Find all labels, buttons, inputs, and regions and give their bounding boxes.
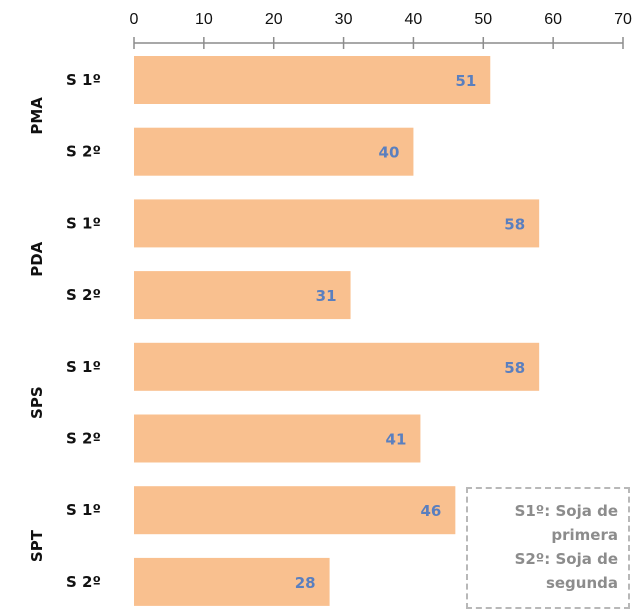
bar bbox=[134, 342, 540, 391]
category-label: S 2º bbox=[66, 573, 101, 591]
data-label: 40 bbox=[379, 144, 400, 162]
category-label: S 1º bbox=[66, 358, 101, 376]
legend-note-line1: S1º: Soja de primera bbox=[514, 502, 618, 544]
bar bbox=[134, 199, 540, 248]
x-tick-label: 10 bbox=[195, 11, 213, 28]
labels: S 1º 51 S 2º 40 PMA S 1º 58 S 2º 31 PDA S 1º 58 S 2º… bbox=[28, 71, 525, 592]
data-label: 51 bbox=[455, 72, 476, 90]
bar bbox=[134, 127, 414, 176]
category-label: S 2º bbox=[66, 143, 101, 161]
data-label: 58 bbox=[504, 359, 525, 377]
bar bbox=[134, 486, 456, 535]
x-tick-label: 20 bbox=[265, 11, 283, 28]
bar bbox=[134, 414, 421, 463]
category-label: S 1º bbox=[66, 71, 101, 89]
x-tick-label: 30 bbox=[335, 11, 353, 28]
bar bbox=[134, 271, 351, 320]
data-label: 46 bbox=[420, 502, 441, 520]
category-label: S 1º bbox=[66, 501, 101, 519]
category-label: S 1º bbox=[66, 214, 101, 232]
category-label: S 2º bbox=[66, 286, 101, 304]
x-tick-label: 60 bbox=[544, 11, 562, 28]
bar bbox=[134, 557, 330, 606]
data-label: 31 bbox=[316, 287, 337, 305]
x-tick-label: 0 bbox=[130, 11, 139, 28]
x-tick-label: 70 bbox=[614, 11, 632, 28]
x-tick-label: 40 bbox=[405, 11, 423, 28]
group-label: PDA bbox=[28, 241, 46, 276]
legend-note: S1º: Soja de primera S2º: Soja de segund… bbox=[466, 487, 630, 609]
category-label: S 2º bbox=[66, 430, 101, 448]
bars bbox=[134, 56, 540, 606]
bar bbox=[134, 56, 491, 104]
x-tick-label: 50 bbox=[474, 11, 492, 28]
data-label: 28 bbox=[295, 574, 316, 592]
group-label: SPT bbox=[28, 529, 46, 562]
legend-note-line2: S2º: Soja de segunda bbox=[514, 550, 618, 592]
group-label: SPS bbox=[28, 386, 46, 419]
data-label: 58 bbox=[504, 215, 525, 233]
group-label: PMA bbox=[28, 97, 46, 135]
data-label: 41 bbox=[386, 431, 407, 449]
x-axis: 0 10 20 30 40 50 60 70 bbox=[130, 11, 632, 49]
